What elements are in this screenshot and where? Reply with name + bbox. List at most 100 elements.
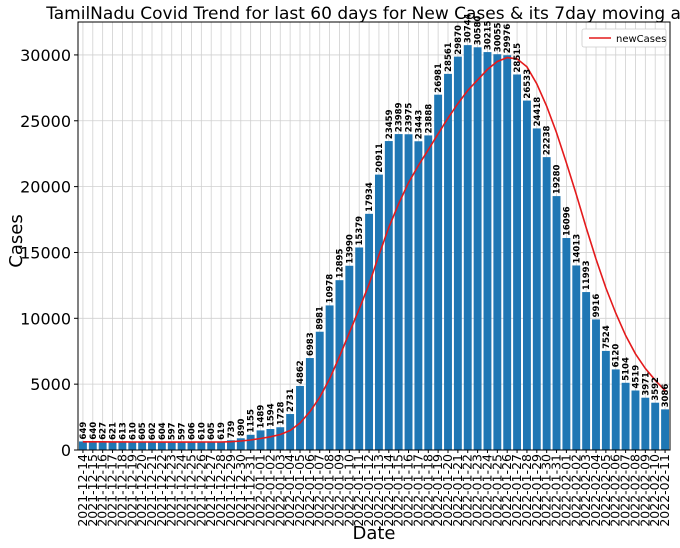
x-tick-label: 2022-01-14: [381, 454, 396, 527]
x-tick-label: 2022-01-07: [312, 454, 327, 527]
bar: [513, 74, 522, 451]
x-tick-label: 2021-12-29: [223, 454, 238, 527]
bar: [365, 213, 374, 450]
bar: [424, 135, 433, 450]
bar-value-label: 14013: [572, 234, 582, 264]
x-tick-label: 2022-02-03: [578, 454, 593, 527]
bar-value-label: 23443: [414, 110, 424, 140]
bar-value-label: 610: [128, 422, 138, 440]
x-tick-label: 2022-02-07: [618, 454, 633, 527]
bar-value-label: 10978: [326, 274, 336, 304]
x-tick-label: 2021-12-24: [174, 454, 189, 527]
x-tick-label: 2022-02-11: [657, 454, 672, 527]
bar-value-label: 28561: [444, 42, 454, 72]
bar: [98, 441, 107, 450]
x-tick-label: 2022-02-01: [558, 454, 573, 527]
bar-value-label: 1489: [257, 405, 267, 429]
series-line-newCases: [82, 56, 666, 443]
x-tick-label: 2022-02-04: [588, 454, 603, 527]
x-tick-label: 2022-01-24: [479, 454, 494, 527]
x-tick-label: 2022-01-06: [302, 454, 317, 527]
y-tick-label: 10000: [20, 309, 71, 328]
bar: [256, 430, 265, 450]
legend-box: [581, 28, 667, 48]
bar: [197, 441, 206, 450]
bar-value-label: 20911: [375, 143, 385, 173]
bar: [414, 141, 423, 450]
bar-value-label: 11993: [582, 260, 592, 290]
bar-value-label: 4519: [631, 365, 641, 389]
bar-value-label: 602: [148, 422, 158, 440]
bar: [473, 47, 482, 451]
y-tick-label: 25000: [20, 112, 71, 131]
chart-title: TamilNadu Covid Trend for last 60 days f…: [45, 4, 680, 24]
bar-value-label: 1155: [247, 409, 257, 433]
bar: [582, 292, 591, 450]
bar: [552, 196, 561, 450]
x-tick-label: 2022-01-31: [549, 454, 564, 527]
bar-value-label: 23989: [395, 102, 405, 132]
bar-value-label: 3592: [651, 377, 661, 401]
bar-value-label: 23975: [405, 103, 415, 133]
x-tick-label: 2022-01-05: [292, 454, 307, 527]
bar-value-label: 640: [89, 422, 99, 440]
bar-value-label: 619: [217, 422, 227, 440]
bar-value-label: 605: [207, 422, 217, 440]
bar-value-label: 621: [109, 422, 119, 440]
bar-series: [78, 45, 670, 451]
bar: [453, 56, 462, 451]
bar-value-label: 15379: [355, 216, 365, 246]
x-tick-label: 2021-12-27: [203, 454, 218, 527]
bar: [384, 141, 393, 450]
bar-value-label: 30744: [464, 13, 474, 43]
x-tick-label: 2021-12-19: [124, 454, 139, 527]
x-tick-label: 2022-02-02: [568, 454, 583, 527]
bar-value-label: 19280: [553, 164, 563, 194]
x-tick-label: 2022-01-26: [499, 454, 514, 527]
x-tick-label: 2022-01-16: [401, 454, 416, 527]
bar-value-label: 604: [158, 422, 168, 440]
x-tick-label: 2022-02-05: [598, 454, 613, 527]
y-tick-label: 5000: [30, 375, 71, 394]
x-tick-label: 2022-01-04: [282, 454, 297, 527]
x-tick-label: 2021-12-21: [144, 454, 159, 527]
bar-value-label: 28515: [513, 43, 523, 73]
bar-value-label: 1728: [276, 402, 286, 426]
bar: [601, 350, 610, 450]
bar-value-label: 24418: [533, 97, 543, 127]
x-tick-label: 2022-01-08: [322, 454, 337, 527]
bar: [355, 247, 364, 450]
bar: [128, 441, 137, 450]
x-tick-label: 2021-12-17: [105, 454, 120, 527]
bar: [236, 438, 245, 450]
bar: [434, 94, 443, 451]
legend: newCases: [581, 28, 667, 48]
bar: [651, 402, 660, 450]
x-tick-label: 2022-01-22: [460, 454, 475, 527]
bar-value-label: 16096: [562, 206, 572, 236]
bar: [562, 238, 571, 450]
bar: [305, 358, 314, 450]
bar: [207, 442, 216, 450]
x-tick-label: 2022-01-29: [529, 454, 544, 527]
bar: [266, 429, 275, 450]
bar: [78, 441, 87, 450]
bar: [532, 128, 541, 450]
bar: [345, 265, 354, 450]
x-tick-label: 2021-12-18: [114, 454, 129, 527]
x-tick-label: 2022-01-09: [331, 454, 346, 527]
bar-value-label: 12895: [335, 249, 345, 279]
bar: [108, 441, 117, 450]
x-tick-label: 2021-12-14: [75, 454, 90, 527]
x-tick-label: 2022-01-27: [509, 454, 524, 527]
x-tick-label: 2022-02-09: [637, 454, 652, 527]
bar-value-label: 610: [197, 422, 207, 440]
x-tick-label: 2021-12-23: [164, 454, 179, 527]
bar-value-label: 17934: [365, 182, 375, 212]
y-tick-label: 15000: [20, 243, 71, 262]
x-tick-label: 2022-01-25: [489, 454, 504, 527]
bar: [522, 100, 531, 450]
bar: [226, 440, 235, 450]
x-tick-label: 2021-12-15: [85, 454, 100, 527]
x-axis-label: Date: [352, 523, 395, 544]
